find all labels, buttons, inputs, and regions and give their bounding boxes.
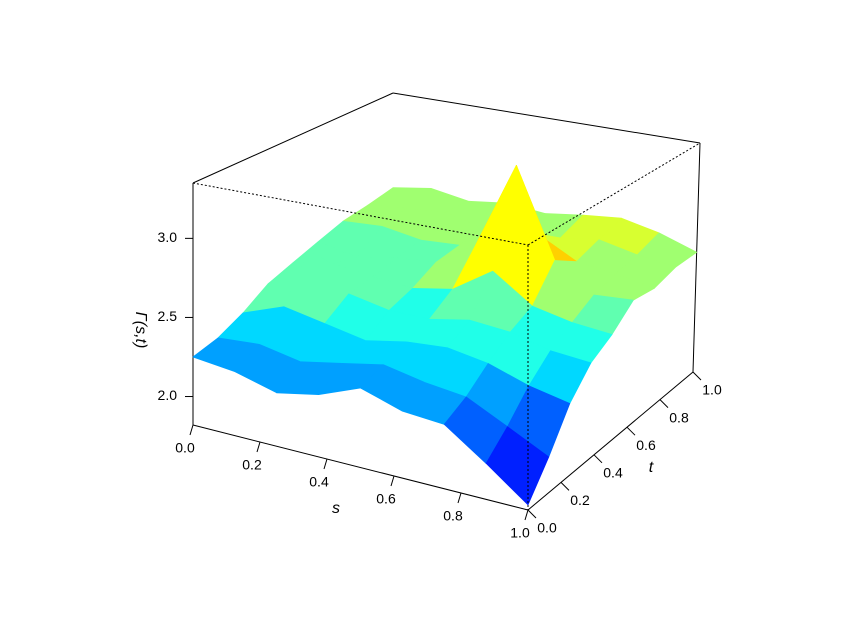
z-tick-label: 2.0 bbox=[158, 387, 178, 403]
x-tick-label: 0.6 bbox=[376, 491, 396, 507]
y-tick bbox=[659, 399, 669, 408]
z-axis-title: Γ(s,t) bbox=[132, 312, 149, 349]
box-edge bbox=[192, 182, 529, 246]
box-edge bbox=[392, 92, 701, 144]
y-tick-label: 0.4 bbox=[603, 465, 623, 481]
y-tick-label: 0.0 bbox=[537, 520, 557, 536]
y-tick bbox=[626, 426, 636, 436]
x-tick bbox=[256, 441, 261, 453]
y-tick bbox=[692, 371, 702, 381]
x-tick bbox=[189, 424, 194, 436]
x-tick bbox=[390, 475, 395, 487]
surface-cell bbox=[485, 426, 550, 506]
box-edge bbox=[692, 142, 701, 373]
y-tick-label: 0.6 bbox=[636, 437, 656, 453]
z-tick-label: 3.0 bbox=[158, 229, 178, 245]
x-tick-label: 1.0 bbox=[510, 525, 530, 541]
box-edge bbox=[527, 142, 701, 246]
y-tick-label: 0.2 bbox=[570, 492, 590, 508]
box-edge bbox=[192, 424, 529, 511]
y-tick bbox=[527, 509, 537, 519]
x-tick bbox=[323, 458, 328, 470]
box-edge bbox=[192, 92, 394, 184]
z-tick-label: 2.5 bbox=[158, 308, 178, 324]
x-tick bbox=[457, 492, 462, 504]
x-tick-label: 0.8 bbox=[443, 508, 463, 524]
y-axis-title: t bbox=[649, 459, 654, 476]
y-tick-label: 1.0 bbox=[702, 382, 722, 398]
x-tick bbox=[524, 509, 529, 521]
y-tick bbox=[593, 454, 603, 464]
x-axis-title: s bbox=[332, 500, 340, 517]
box-edge bbox=[527, 371, 694, 511]
x-tick-label: 0.4 bbox=[309, 474, 329, 490]
y-tick-label: 0.8 bbox=[669, 409, 689, 425]
x-tick-label: 0.0 bbox=[175, 440, 195, 456]
y-tick bbox=[560, 482, 570, 491]
x-tick-label: 0.2 bbox=[242, 457, 262, 473]
